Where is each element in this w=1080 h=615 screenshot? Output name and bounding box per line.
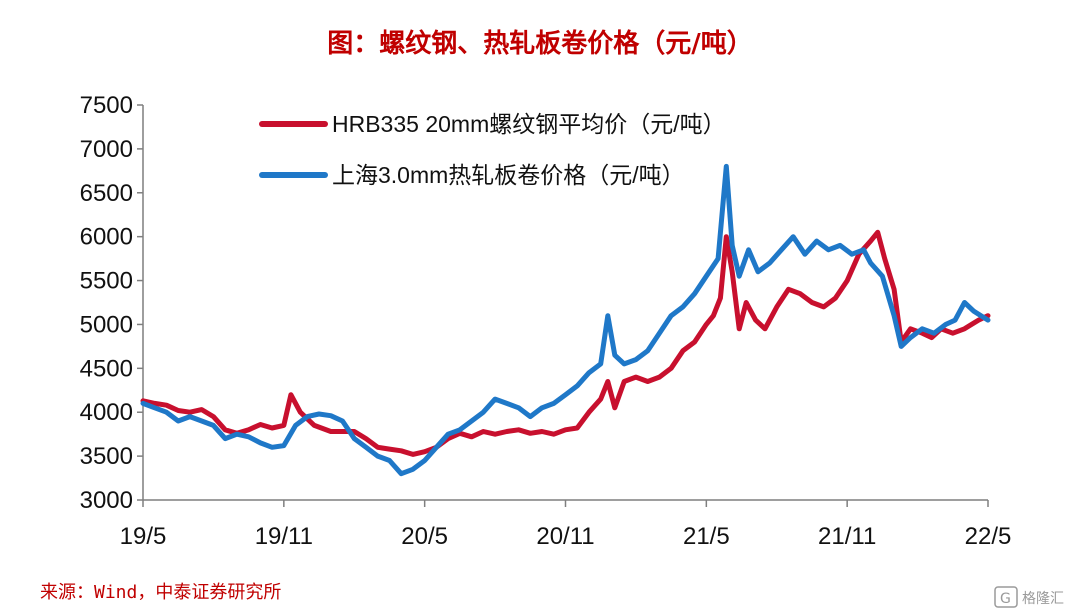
x-tick-label: 21/5 (683, 523, 730, 550)
y-tick-label: 5000 (80, 311, 133, 338)
legend: HRB335 20mm螺纹钢平均价（元/吨） 上海3.0mm热轧板卷价格（元/吨） (259, 111, 726, 188)
legend-entry: 上海3.0mm热轧板卷价格（元/吨） (332, 162, 685, 188)
y-tick-label: 7500 (80, 92, 133, 119)
source-note: 来源：Wind，中泰证券研究所 (40, 582, 281, 603)
series-line-rebar (140, 229, 991, 457)
x-tick-label: 21/11 (818, 523, 876, 550)
watermark-text: 格隆汇 (1022, 591, 1064, 607)
y-tick-label: 7000 (80, 136, 133, 163)
y-tick-label: 6000 (80, 224, 133, 251)
legend-entry: HRB335 20mm螺纹钢平均价（元/吨） (332, 111, 726, 137)
x-axis: 19/5 19/11 20/5 20/11 21/5 21/11 22/5 (120, 499, 1012, 550)
y-tick-label: 4000 (80, 399, 133, 426)
series-line-hrc (140, 163, 991, 477)
y-tick-label: 6500 (80, 180, 133, 207)
x-tick-label: 20/5 (401, 523, 448, 550)
x-tick-label: 19/5 (120, 523, 167, 550)
chart-title: 图：螺纹钢、热轧板卷价格（元/吨） (327, 28, 753, 59)
x-tick-label: 19/11 (255, 523, 313, 550)
y-tick-label: 5500 (80, 268, 133, 295)
watermark: G 格隆汇 (994, 586, 1064, 608)
y-tick-label: 3000 (80, 487, 133, 514)
series-layer (140, 163, 991, 477)
y-tick-label: 3500 (80, 443, 133, 470)
y-tick-label: 4500 (80, 355, 133, 382)
x-tick-label: 20/11 (536, 523, 594, 550)
logo-icon-glyph: G (1000, 591, 1011, 607)
y-axis: 3000 3500 4000 4500 5000 5500 6000 6500 7000 7500 (80, 92, 144, 514)
logo-icon (994, 586, 1018, 608)
x-tick-label: 22/5 (965, 523, 1012, 550)
